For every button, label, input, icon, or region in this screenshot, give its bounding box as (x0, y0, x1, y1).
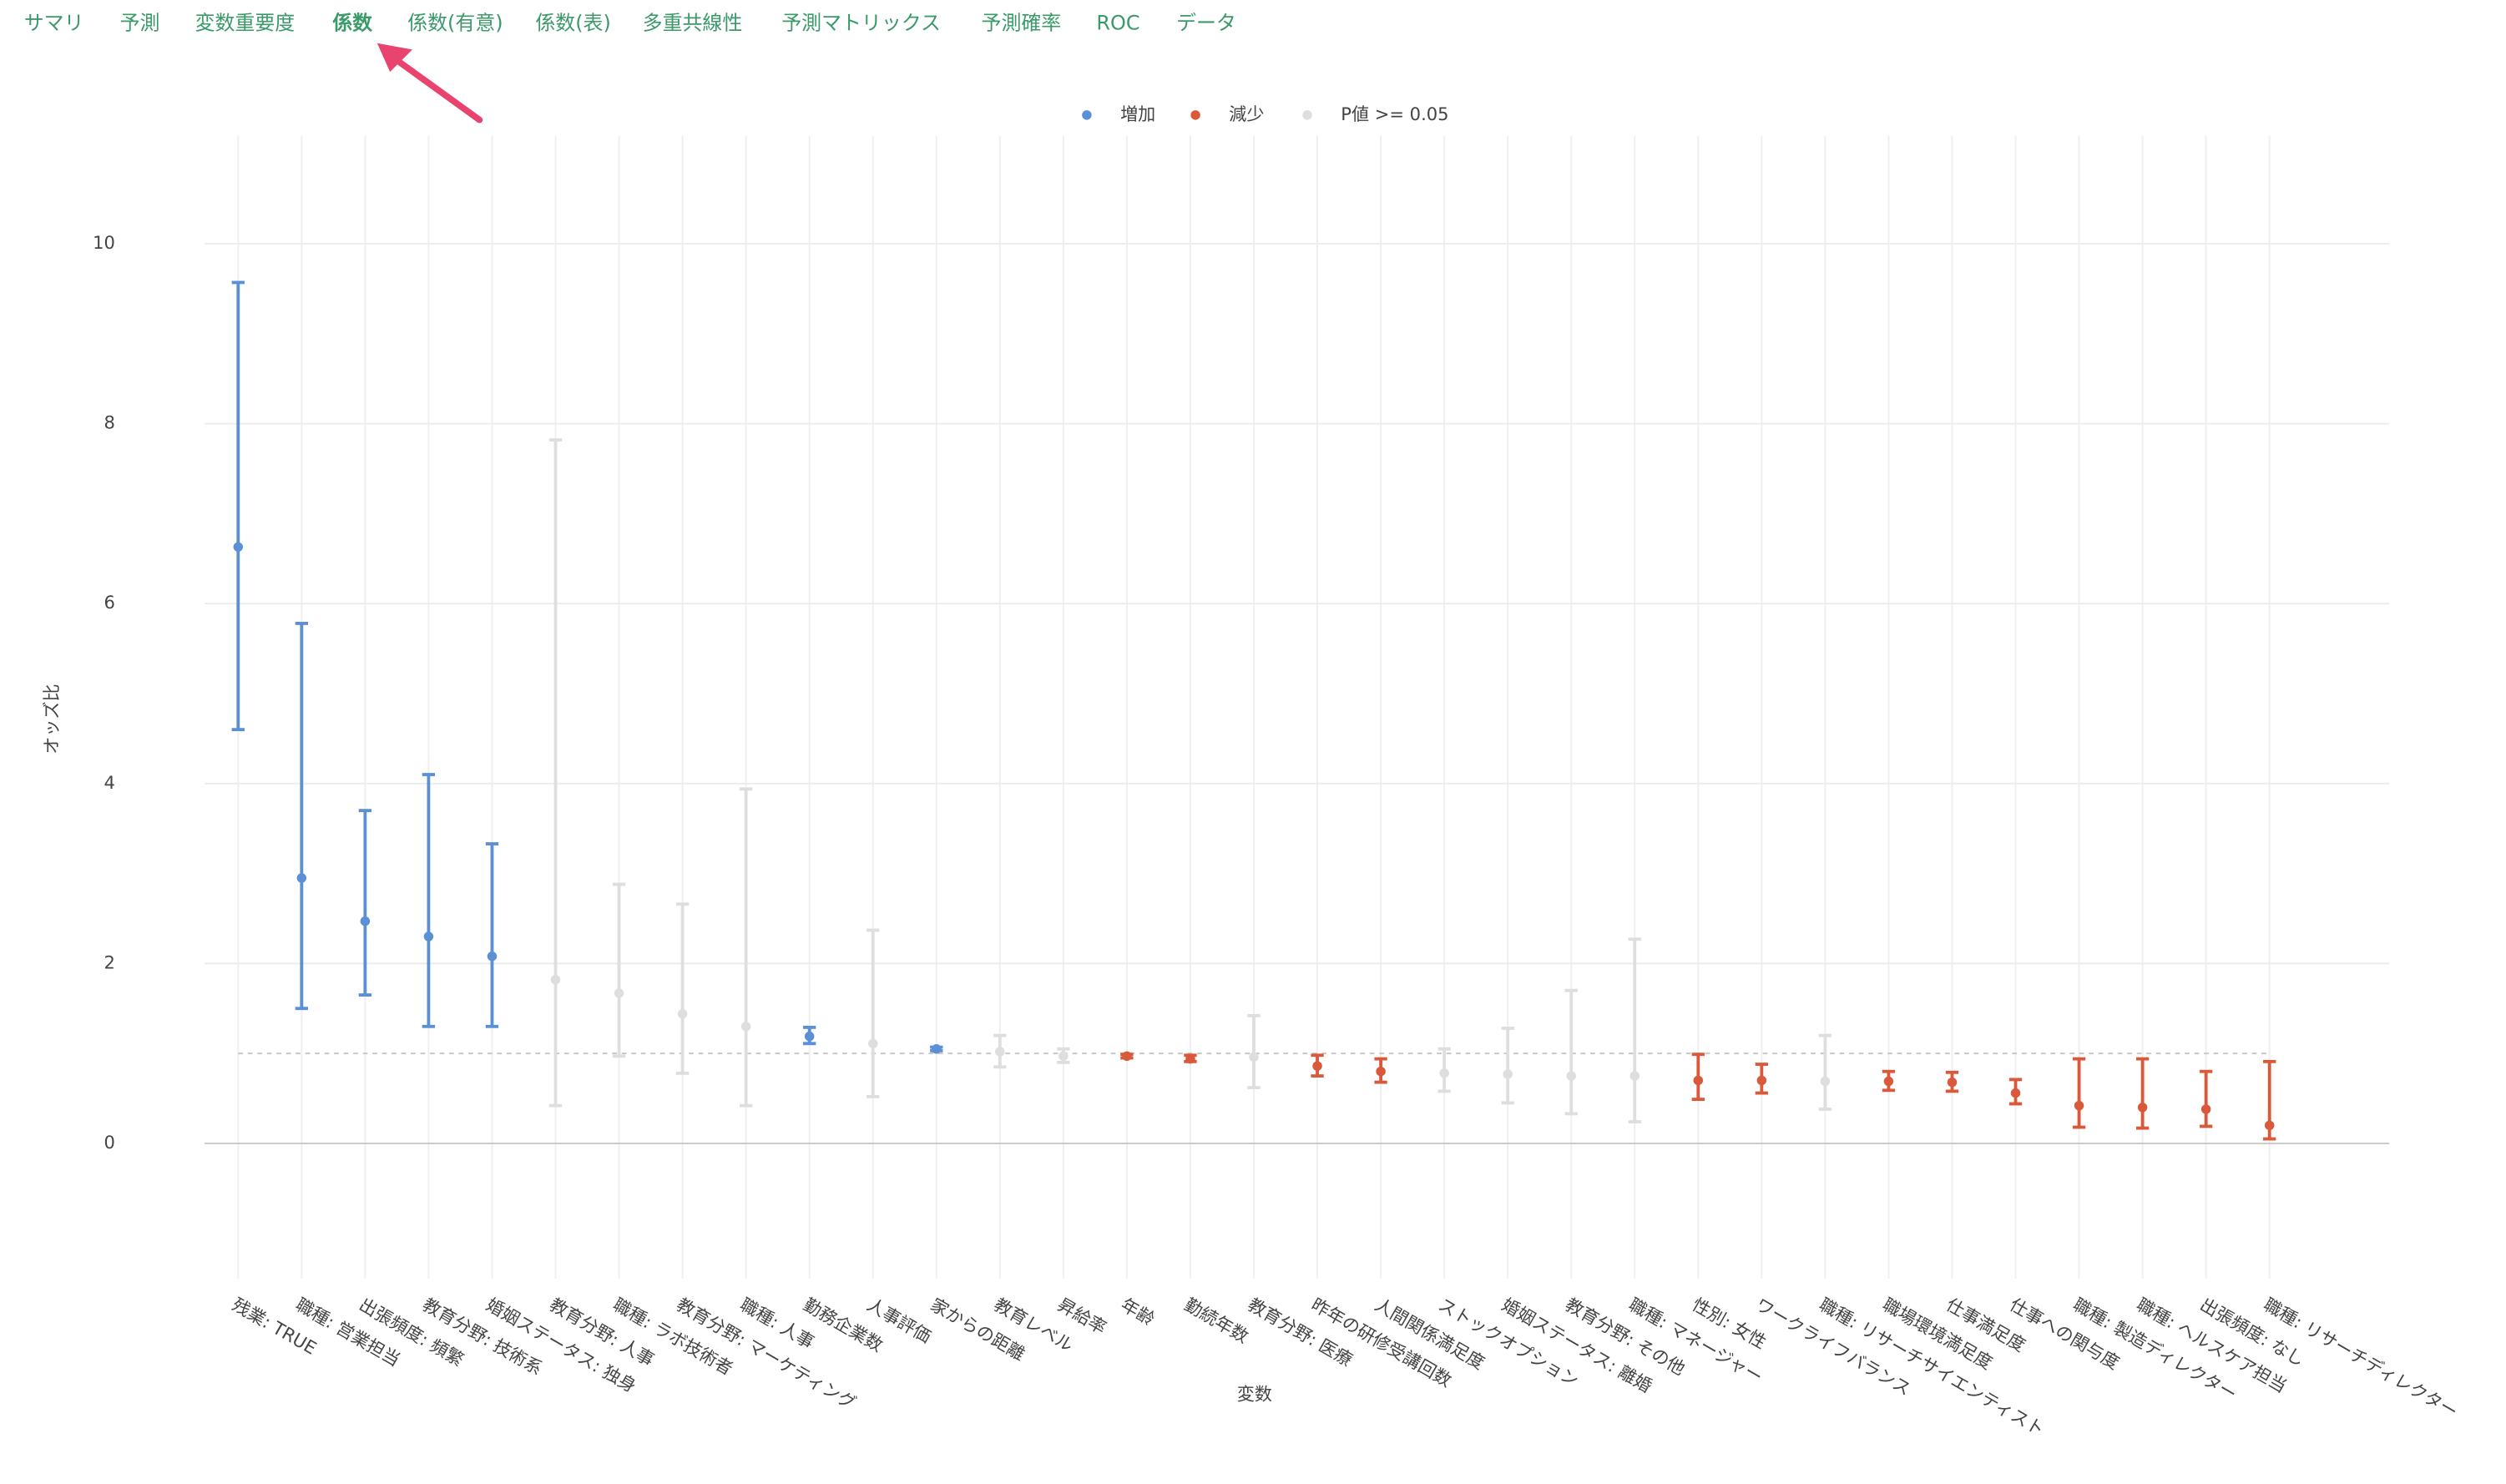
point (740, 1022, 751, 1032)
legend-marker (1190, 110, 1200, 120)
point (677, 1008, 688, 1019)
point (932, 1044, 942, 1054)
point (1439, 1068, 1449, 1078)
y-tick-label: 10 (93, 232, 115, 253)
point (1756, 1075, 1767, 1086)
tab[interactable]: 予測マトリックス (781, 12, 941, 35)
y-tick-label: 6 (104, 592, 114, 613)
legend-label[interactable]: P値 >= 0.05 (1341, 103, 1448, 124)
tab[interactable]: 予測 (120, 12, 160, 35)
tab[interactable]: ROC (1096, 12, 1139, 35)
point (995, 1047, 1005, 1057)
point (487, 951, 498, 962)
point (1376, 1066, 1386, 1077)
point (1058, 1051, 1069, 1062)
pointer-arrow-head (376, 43, 412, 73)
legend-marker (1082, 110, 1092, 120)
point (1566, 1071, 1576, 1081)
point (1629, 1071, 1640, 1081)
tab[interactable]: 変数重要度 (195, 12, 296, 35)
x-tick-label: 勤続年数 (1181, 1294, 1252, 1347)
point (1312, 1061, 1322, 1071)
point (423, 931, 434, 941)
point (2010, 1088, 2021, 1098)
point (2137, 1103, 2148, 1113)
point (804, 1031, 815, 1042)
x-axis-title: 変数 (1237, 1383, 1272, 1404)
pointer-arrow (390, 54, 483, 124)
point (1122, 1051, 1132, 1062)
tab[interactable]: 予測確率 (982, 12, 1062, 35)
point (1820, 1076, 1831, 1087)
y-tick-label: 2 (104, 951, 114, 972)
y-tick-label: 4 (104, 772, 114, 793)
tab[interactable]: 係数 (332, 12, 373, 35)
y-tick-label: 0 (104, 1132, 114, 1153)
x-tick-label: 年齢 (1118, 1294, 1159, 1330)
tab[interactable]: 係数(表) (535, 12, 610, 35)
y-axis-title: オッズ比 (41, 684, 62, 754)
legend-label[interactable]: 減少 (1229, 103, 1264, 124)
point (867, 1038, 878, 1049)
point (1693, 1075, 1704, 1086)
legend-label[interactable]: 増加 (1120, 103, 1155, 124)
point (1185, 1053, 1195, 1064)
tab[interactable]: 多重共線性 (643, 12, 743, 35)
point (1947, 1077, 1958, 1088)
tab[interactable]: サマリ (24, 12, 84, 35)
point (1883, 1076, 1894, 1087)
point (2200, 1104, 2211, 1114)
point (2264, 1120, 2275, 1131)
point (233, 542, 244, 553)
point (2074, 1100, 2084, 1111)
point (1503, 1069, 1513, 1079)
x-tick-label: 仕事への関与度 (2006, 1294, 2123, 1373)
tab[interactable]: データ (1176, 12, 1236, 35)
y-tick-label: 8 (104, 412, 114, 433)
point (1249, 1052, 1259, 1063)
point (550, 975, 561, 985)
legend-marker (1302, 110, 1312, 120)
tab[interactable]: 係数(有意) (407, 12, 503, 35)
point (360, 916, 371, 926)
point (614, 988, 624, 998)
point (296, 873, 307, 883)
